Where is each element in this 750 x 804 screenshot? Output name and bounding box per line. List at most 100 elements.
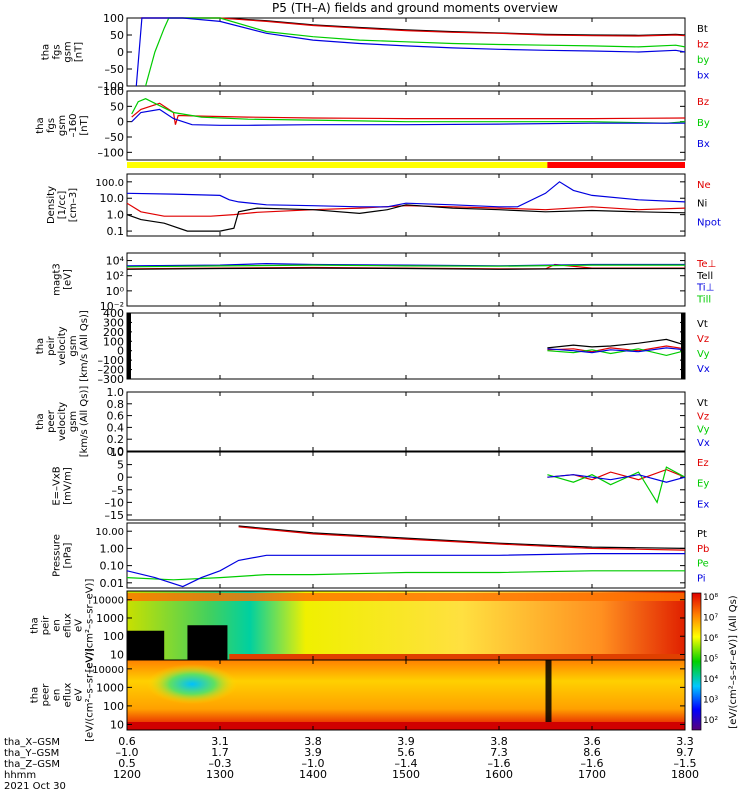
y-axis-label: [nT] — [74, 42, 85, 62]
time-axis-value: –1.0 — [116, 746, 139, 759]
legend-entry: Vt — [697, 319, 708, 330]
y-tick-label: 1000 — [96, 681, 124, 694]
y-axis-label: tha — [30, 687, 41, 703]
y-axis-label: gsm — [63, 41, 74, 62]
series-line-Bx — [131, 108, 685, 126]
panel-6: 1.00.80.60.40.20.0 tha peer velocity gsm [km/… — [35, 386, 710, 458]
legend-entry: Vz — [697, 334, 709, 345]
series-line-bz — [140, 17, 686, 37]
y-axis-label: eV — [74, 688, 85, 701]
y-axis-label: eflux — [63, 613, 74, 638]
colorbar-label: [eV/(cm²–s–sr–eV)] (All Qs) — [728, 595, 739, 728]
legend-entry: Pb — [697, 544, 709, 555]
time-axis-value: 8.6 — [583, 746, 601, 759]
y-tick-label: –100 — [98, 354, 125, 367]
y-axis-label: velocity — [57, 402, 68, 441]
y-axis-label: eV — [74, 619, 85, 632]
time-axis-value: 3.8 — [304, 735, 322, 748]
y-tick-label: 0.2 — [107, 433, 125, 446]
series-line-Vt — [547, 338, 686, 349]
series-line-Bt — [140, 17, 686, 36]
y-axis-label: fgs — [46, 118, 57, 133]
y-tick-label: 10⁰ — [106, 285, 125, 298]
y-axis-label: [km/s (All Qs)] — [79, 310, 90, 382]
legend-entry: Pe — [697, 559, 709, 570]
panel-10: 10000 1000 100 10 tha peer en eflux eV [eV/(cm²–s… — [30, 648, 686, 742]
legend-entry: Vy — [697, 349, 710, 360]
legend-entry: Bz — [697, 97, 709, 108]
legend-entry: Ez — [697, 458, 709, 469]
time-axis-value: 1400 — [299, 768, 327, 781]
y-tick-label: 10⁻² — [100, 300, 124, 313]
time-axis-value: 1200 — [113, 768, 141, 781]
y-tick-label: –100 — [98, 80, 125, 93]
y-axis-label: tha — [35, 338, 46, 354]
series-line-By — [131, 98, 686, 124]
time-axis-value: –0.3 — [209, 757, 232, 770]
y-axis-label: [1/cc] — [57, 191, 68, 220]
y-tick-label: 100 — [103, 630, 124, 643]
series-line-Ey — [547, 466, 686, 504]
y-axis-label: [eV/(cm²–s–sr–eV)] — [85, 579, 96, 673]
legend-entry: Vx — [697, 438, 710, 449]
y-axis-label: –160 — [68, 113, 79, 137]
panel-2: 100 50 0 –50 –100 tha fgs gsm –160 [nT] Bz By Bx — [35, 85, 710, 161]
y-axis-label: tha — [30, 617, 41, 633]
legend-entry: Vt — [697, 398, 708, 409]
series-line-Pb — [238, 526, 686, 551]
series-line-Bz — [131, 102, 686, 125]
y-axis-label: [nT] — [79, 115, 90, 135]
series-line-Vy — [547, 348, 686, 357]
time-axis-value: 3.3 — [676, 735, 694, 748]
time-axis-value: 9.7 — [676, 746, 694, 759]
series-line-Till — [126, 264, 685, 268]
y-tick-label: 50 — [110, 100, 124, 113]
colorbar-tick-label: 10⁶ — [703, 634, 718, 644]
y-tick-label: 10⁴ — [106, 255, 125, 268]
spectrogram-gap-mid — [187, 625, 228, 660]
time-axis-value: 3.6 — [583, 735, 601, 748]
panel-9: 10000 1000 100 10 tha peir en eflux eV [eV/(cm²–s… — [30, 579, 686, 673]
legend-entry: Bt — [697, 24, 708, 35]
y-tick-label: 10000 — [92, 665, 124, 676]
time-axis-value: 1.7 — [211, 746, 229, 759]
y-axis-label: gsm — [68, 411, 79, 432]
legend-entry: Ni — [697, 199, 707, 210]
data-edge — [681, 313, 685, 379]
y-axis-label: tha — [35, 413, 46, 429]
y-tick-label: 10.0 — [100, 192, 125, 205]
time-axis-value: 0.6 — [118, 735, 136, 748]
y-tick-label: 0 — [117, 46, 124, 59]
series-line-Vz — [547, 345, 686, 353]
spectrogram-top-band — [127, 593, 685, 601]
legend-entry: Pt — [697, 529, 707, 540]
colorbar-tick-label: 10⁵ — [703, 655, 718, 665]
y-tick-label: 10.00 — [95, 527, 124, 538]
colorbar-tick-label: 10² — [703, 716, 718, 726]
y-axis-label: Pressure — [52, 534, 63, 577]
y-axis-label: en — [52, 619, 63, 632]
time-axis-value: –1.5 — [674, 757, 697, 770]
series-line-Ni — [126, 204, 686, 232]
y-tick-label: 400 — [103, 307, 124, 320]
y-axis-label: tha — [41, 44, 52, 60]
y-axis-label: peer — [46, 409, 57, 433]
legend-entry: Te⊥ — [696, 259, 716, 270]
legend-entry: bx — [697, 71, 709, 82]
colorbar: 10⁸ 10⁷ 10⁶ 10⁵ 10⁴ 10³ 10² [eV/(cm²–s–sr–eV)] … — [691, 592, 739, 731]
y-tick-label: 100.0 — [95, 178, 124, 189]
legend-entry: Ti⊥ — [696, 283, 714, 294]
y-tick-label: 10 — [110, 446, 124, 459]
y-tick-label: 0.8 — [107, 398, 125, 411]
legend-entry: Npot — [697, 217, 721, 228]
spectrogram-bottom-band — [229, 654, 686, 660]
colorbar-tick-label: 10⁸ — [703, 593, 718, 603]
time-axis-value: –1.4 — [395, 757, 418, 770]
time-axis-value: 5.6 — [397, 746, 415, 759]
series-line-Vx — [547, 347, 686, 354]
figure-title: P5 (TH–A) fields and ground moments over… — [272, 1, 558, 15]
y-tick-label: 0 — [117, 345, 124, 358]
